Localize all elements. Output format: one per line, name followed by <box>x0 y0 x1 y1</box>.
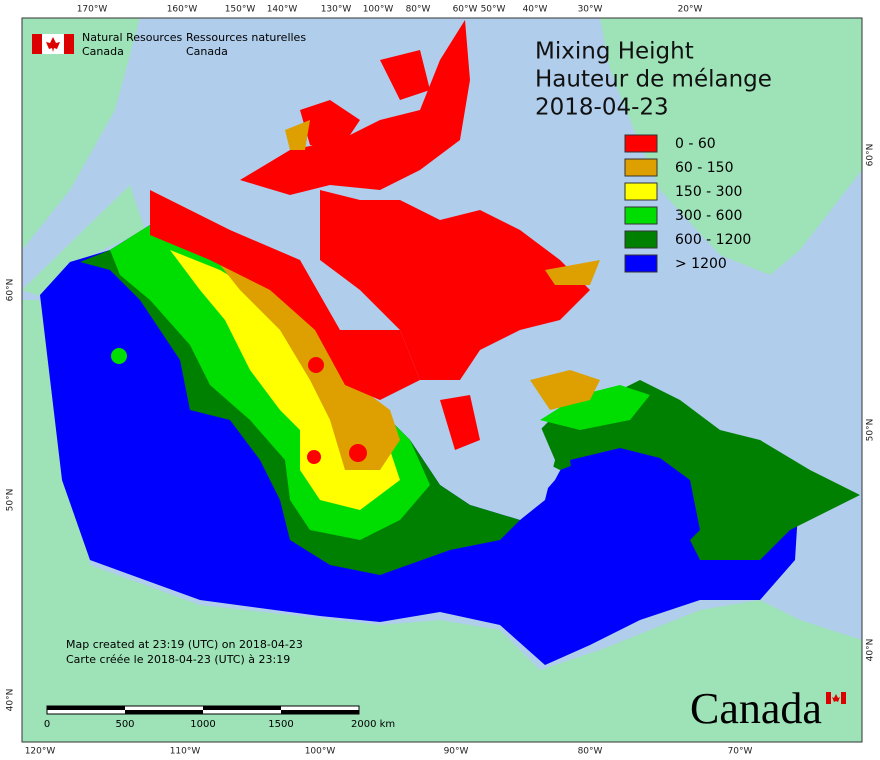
map-note: Map created at 23:19 (UTC) on 2018-04-23 <box>66 638 303 651</box>
legend-label: 0 - 60 <box>675 136 716 152</box>
legend-swatch <box>624 182 658 201</box>
longitude-label: 100°W <box>363 5 394 15</box>
scale-label: 1000 <box>190 719 215 730</box>
legend-swatch <box>624 206 658 225</box>
map-title: Mixing Height <box>535 39 694 65</box>
agency-fr: Ressources naturelles <box>186 31 306 44</box>
scale-label: 1500 <box>268 719 293 730</box>
agency-fr: Canada <box>186 45 228 58</box>
latitude-label: 50°N <box>6 489 16 512</box>
legend-swatch <box>624 158 658 177</box>
legend-swatch <box>624 254 658 273</box>
legend-label: > 1200 <box>675 256 727 272</box>
legend-swatch <box>624 230 658 249</box>
map-note: Carte créée le 2018-04-23 (UTC) à 23:19 <box>66 653 290 666</box>
longitude-label: 120°W <box>25 747 56 757</box>
latitude-label: 40°N <box>6 689 16 712</box>
wordmark: Canada <box>690 684 822 733</box>
latitude-label: 50°N <box>866 419 876 442</box>
longitude-label: 100°W <box>305 747 336 757</box>
longitude-label: 150°W <box>225 5 256 15</box>
longitude-label: 40°W <box>523 5 548 15</box>
longitude-label: 170°W <box>77 5 108 15</box>
scale-bar <box>46 705 360 715</box>
latitude-label: 60°N <box>866 144 876 167</box>
wordmark-flag <box>826 692 846 704</box>
longitude-label: 110°W <box>170 747 201 757</box>
longitude-label: 90°W <box>444 747 469 757</box>
longitude-label: 70°W <box>728 747 753 757</box>
longitude-label: 130°W <box>321 5 352 15</box>
map-title: 2018-04-23 <box>535 95 669 121</box>
scale-label: 0 <box>44 719 50 730</box>
longitude-label: 20°W <box>678 5 703 15</box>
mixing-height-zones <box>40 20 860 665</box>
map-title: Hauteur de mélange <box>535 67 772 93</box>
latitude-label: 40°N <box>866 639 876 662</box>
longitude-label: 60°W <box>453 5 478 15</box>
logo: Natural Resources Canada Ressources natu… <box>32 31 306 58</box>
longitude-label: 50°W <box>481 5 506 15</box>
longitude-label: 30°W <box>578 5 603 15</box>
longitude-label: 80°W <box>578 747 603 757</box>
scale-label: 500 <box>115 719 134 730</box>
longitude-label: 160°W <box>167 5 198 15</box>
legend-label: 600 - 1200 <box>675 232 751 248</box>
foreign-land <box>22 18 862 742</box>
legend-label: 60 - 150 <box>675 160 734 176</box>
legend-label: 150 - 300 <box>675 184 742 200</box>
scale-label: 2000 km <box>351 719 395 730</box>
agency-en: Canada <box>82 45 124 58</box>
latitude-label: 60°N <box>6 279 16 302</box>
longitude-label: 140°W <box>267 5 298 15</box>
longitude-label: 80°W <box>406 5 431 15</box>
legend-swatch <box>624 134 658 153</box>
map-frame <box>21 17 863 743</box>
legend-label: 300 - 600 <box>675 208 742 224</box>
agency-en: Natural Resources <box>82 31 183 44</box>
